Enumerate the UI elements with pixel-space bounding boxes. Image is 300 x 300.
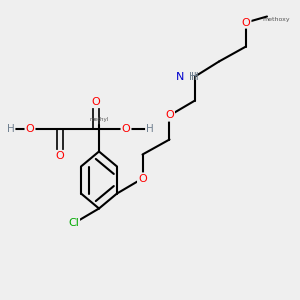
Text: methoxy: methoxy <box>262 17 290 22</box>
Text: O: O <box>92 97 100 107</box>
Text: O: O <box>165 110 174 121</box>
Text: H: H <box>189 71 197 82</box>
Text: O: O <box>26 124 34 134</box>
Text: H: H <box>7 124 14 134</box>
Text: O: O <box>56 151 64 161</box>
Text: O: O <box>122 124 130 134</box>
Text: H: H <box>191 71 199 82</box>
Text: N: N <box>177 71 186 82</box>
Text: N: N <box>176 71 184 82</box>
Text: O: O <box>138 173 147 184</box>
Text: Cl: Cl <box>68 218 79 229</box>
Text: O: O <box>242 17 250 28</box>
Text: H: H <box>146 124 154 134</box>
Text: methyl: methyl <box>89 116 109 122</box>
Text: O: O <box>242 17 250 28</box>
